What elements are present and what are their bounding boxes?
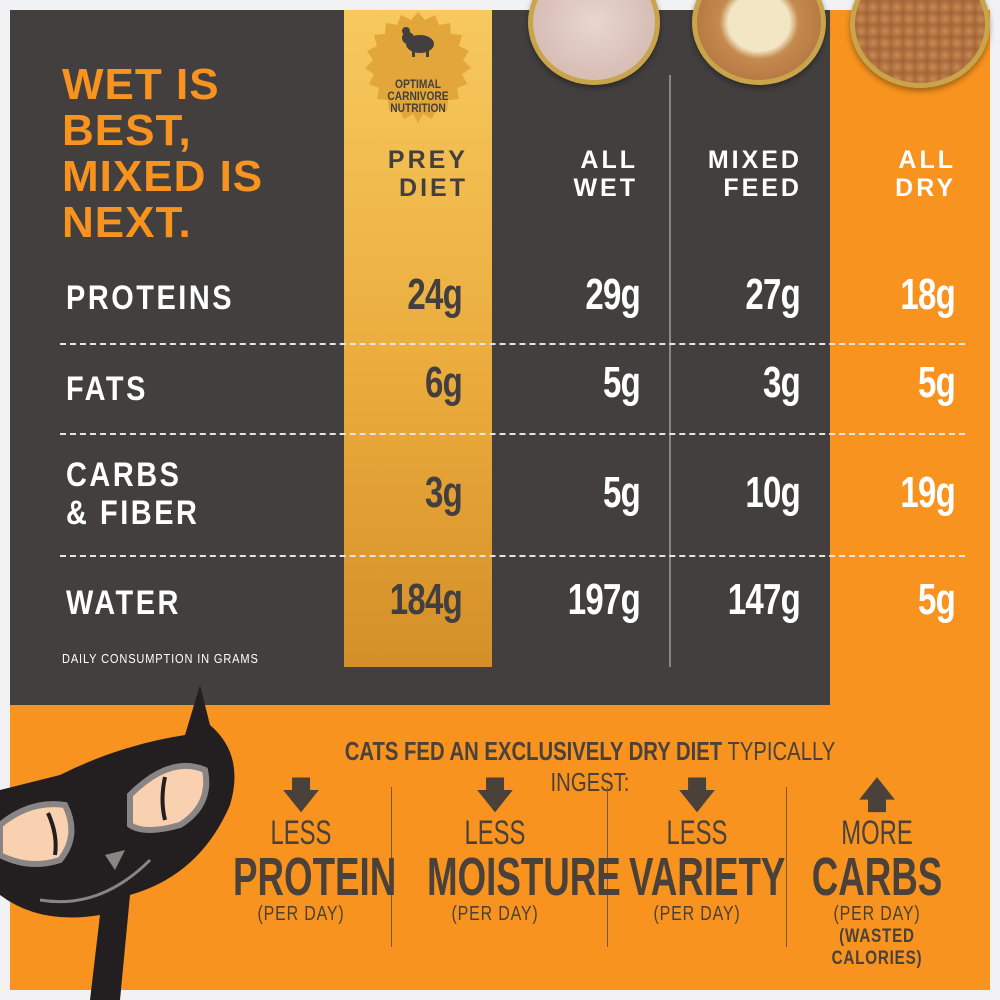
effect-item: 🡇 LESS PROTEIN (PER DAY) [201,775,401,926]
badge-seal [365,12,471,123]
header-line: DIET [399,174,468,202]
effect-divider [786,787,787,947]
value-cell: 5g [602,468,641,517]
intro-rest: TYPICALLY INGEST: [550,736,836,797]
label-line: & FIBER [66,494,200,532]
effect-item: 🡇 LESS MOISTURE (PER DAY) [395,774,621,926]
black-cat-illustration [0,685,235,1000]
headline-line: NEXT. [62,198,192,247]
effect-title: PROTEIN [233,847,397,907]
effect-qualifier: LESS [464,814,526,852]
header-line: PREY [387,146,468,174]
value-cell: 19g [900,468,955,517]
header-line: DRY [895,174,956,202]
header-line: MIXED [707,146,802,174]
value-cell: 184g [389,575,463,624]
badge-text: OPTIMAL CARNIVORE NUTRITION [355,78,481,114]
value-cell: 5g [602,358,641,407]
intro-text: CATS FED AN EXCLUSIVELY DRY DIET TYPICAL… [309,736,871,798]
value-cell: 18g [900,270,955,319]
intro-bold: CATS FED AN EXCLUSIVELY DRY DIET [344,736,723,766]
effect-per-day: (PER DAY) [653,903,741,925]
value-cell: 10g [745,468,800,517]
row-divider [60,433,965,435]
header-line: ALL [580,146,638,174]
headline-line: WET IS [62,60,220,109]
footnote: DAILY CONSUMPTION IN GRAMS [62,651,259,666]
headline: WET IS BEST, MIXED IS NEXT. [62,62,263,246]
row-label-proteins: PROTEINS [66,279,235,317]
value-cell: 5g [917,575,956,624]
value-cell: 197g [567,575,641,624]
value-cell: 29g [585,270,640,319]
row-label-fats: FATS [66,370,148,408]
arrow-up-icon: 🡅 [858,774,896,815]
effect-title: CARBS [811,847,943,907]
label-line: CARBS [66,456,182,494]
mouse-icon [402,27,434,57]
value-cell: 6g [424,358,463,407]
row-divider [60,343,965,345]
header-line: WET [573,174,638,202]
value-cell: 5g [917,358,956,407]
column-header-prey-diet: PREY DIET [308,146,468,202]
effect-qualifier: LESS [270,814,332,852]
effect-per-day: (PER DAY) [257,903,345,925]
header-line: ALL [898,146,956,174]
value-cell: 147g [727,575,801,624]
headline-line: BEST, [62,106,192,155]
badge-line: OPTIMAL [395,77,441,91]
column-header-all-wet: ALL WET [478,146,638,202]
value-cell: 27g [745,270,800,319]
arrow-down-icon: 🡇 [476,774,514,815]
headline-line: MIXED IS [62,152,264,201]
value-cell: 24g [407,270,462,319]
value-cell: 3g [762,358,801,407]
badge-starburst [365,12,471,123]
column-divider [669,75,671,667]
effect-per-day: (PER DAY) [451,903,539,925]
row-label-water: WATER [66,584,181,622]
row-divider [60,555,965,557]
column-header-mixed-feed: MIXED FEED [642,146,802,202]
row-label-carbs: CARBS & FIBER [66,456,199,532]
all-dry-column-bg [830,10,990,705]
effect-title: MOISTURE [427,847,621,907]
arrow-down-icon: 🡇 [282,774,320,815]
effect-item: 🡅 MORE CARBS (PER DAY) (WASTED CALORIES) [777,775,977,970]
arrow-down-icon: 🡇 [678,774,716,815]
effect-extra: (WASTED CALORIES) [831,926,923,969]
effect-title: VARIETY [629,847,786,907]
value-cell: 3g [424,468,463,517]
badge-line: NUTRITION [390,101,446,115]
header-line: FEED [723,174,802,202]
effect-per-day: (PER DAY) [833,903,921,925]
effect-divider [607,787,608,947]
badge-line: CARNIVORE [387,89,449,103]
effect-qualifier: LESS [666,814,728,852]
effect-qualifier: MORE [841,814,913,852]
effect-item: 🡇 LESS VARIETY (PER DAY) [597,775,797,926]
effect-divider [391,787,392,947]
column-header-all-dry: ALL DRY [796,146,956,202]
